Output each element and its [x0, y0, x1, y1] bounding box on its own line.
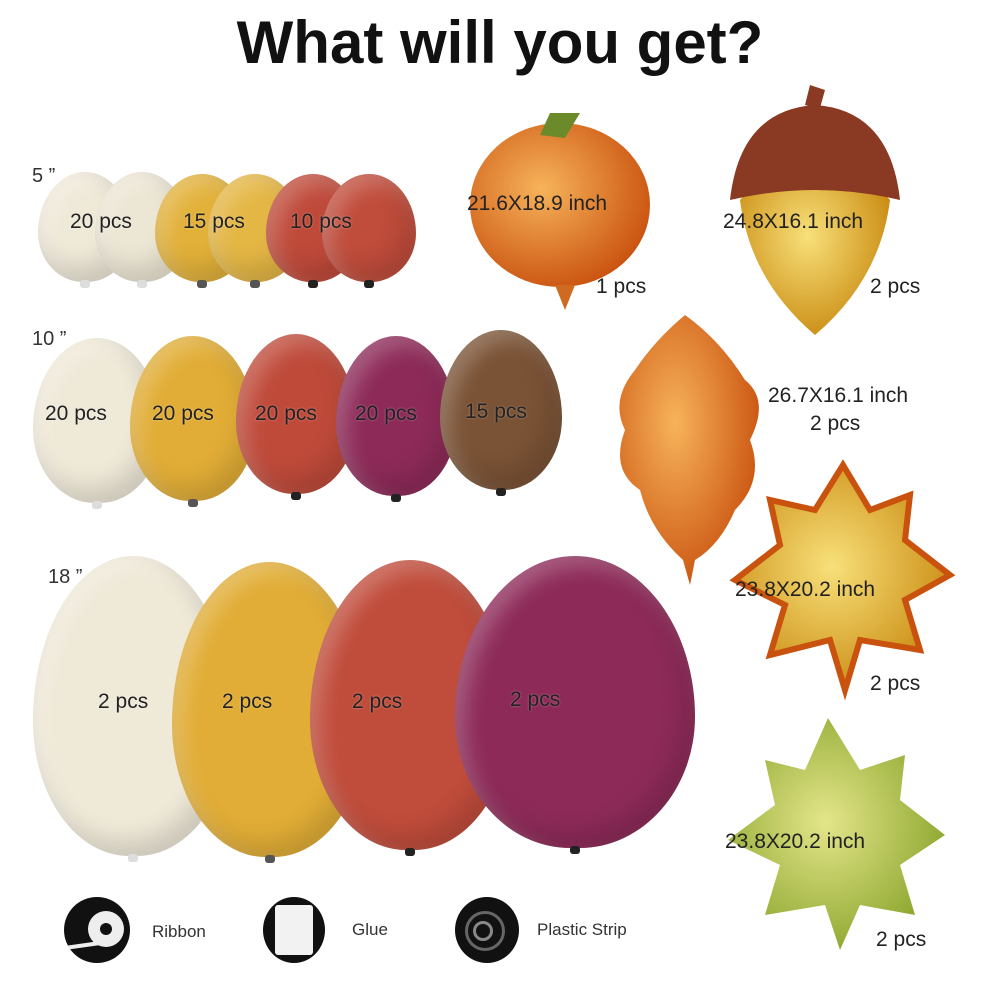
balloon-18-burgundy [455, 556, 695, 854]
qty-label: 15 pcs [183, 210, 245, 233]
balloon-5-terracotta [322, 174, 416, 288]
foil-dims: 21.6X18.9 inch [467, 192, 608, 215]
foil-dims: 26.7X16.1 inch [768, 384, 909, 407]
oak-leaf-foil [619, 315, 759, 585]
qty-label: 20 pcs [70, 210, 132, 233]
qty-label: 2 pcs [510, 688, 561, 711]
maple-leaf-green-foil [728, 718, 945, 950]
qty-label: 20 pcs [45, 402, 107, 425]
pumpkin-foil [470, 113, 650, 310]
foil-qty: 2 pcs [870, 672, 921, 695]
foil-dims: 23.8X20.2 inch [725, 830, 866, 853]
accessory-label: Ribbon [152, 922, 206, 941]
balloon-10-burgundy [336, 336, 456, 502]
accessory-label: Glue [352, 920, 388, 939]
qty-label: 2 pcs [222, 690, 273, 713]
page-title: What will you get? [236, 9, 764, 76]
accessory-label: Plastic Strip [537, 920, 627, 939]
foil-qty: 1 pcs [596, 275, 647, 298]
qty-label: 20 pcs [355, 402, 417, 425]
size-label-5: 5 ” [32, 165, 56, 187]
size-label-10: 10 ” [32, 328, 67, 350]
balloon-10-brown [440, 330, 562, 496]
qty-label: 20 pcs [255, 402, 317, 425]
acorn-foil [730, 85, 900, 335]
foil-qty: 2 pcs [870, 275, 921, 298]
foil-qty: 2 pcs [810, 412, 861, 435]
size-label-18: 18 ” [48, 566, 83, 588]
qty-label: 2 pcs [98, 690, 149, 713]
foil-dims: 23.8X20.2 inch [735, 578, 876, 601]
plastic-strip-icon [455, 897, 519, 963]
glue-icon [263, 897, 325, 963]
foil-dims: 24.8X16.1 inch [723, 210, 864, 233]
foil-qty: 2 pcs [876, 928, 927, 951]
qty-label: 15 pcs [465, 400, 527, 423]
qty-label: 2 pcs [352, 690, 403, 713]
maple-leaf-orange-foil [729, 459, 956, 701]
ribbon-icon [64, 897, 130, 963]
qty-label: 20 pcs [152, 402, 214, 425]
qty-label: 10 pcs [290, 210, 352, 233]
balloon-10-mustard [130, 336, 255, 507]
